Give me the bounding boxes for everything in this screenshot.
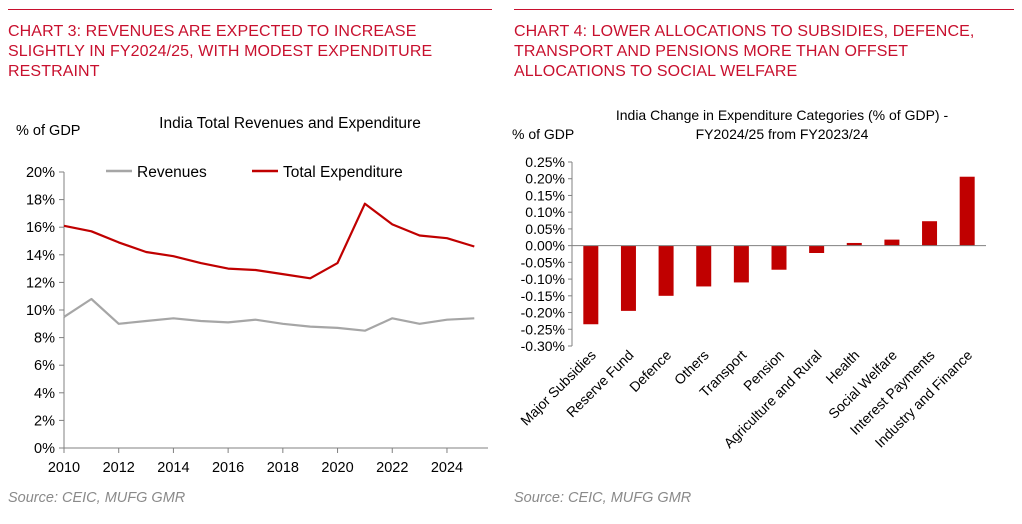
y-tick-label: 0.10% — [525, 204, 565, 220]
bar-social-welfare — [884, 239, 900, 246]
legend-label-revenues: Revenues — [137, 164, 207, 181]
y-tick-label: -0.05% — [521, 254, 565, 270]
y-tick-label: -0.25% — [521, 321, 565, 337]
chart-3-panel: CHART 3: REVENUES ARE EXPECTED TO INCREA… — [0, 0, 500, 524]
bar-health — [846, 242, 862, 246]
chart-3-heading: CHART 3: REVENUES ARE EXPECTED TO INCREA… — [8, 23, 433, 80]
y-tick-label: 16% — [26, 220, 55, 236]
top-rule — [514, 9, 1014, 10]
expenditure-change-bar-chart: India Change in Expenditure Categories (… — [512, 107, 986, 451]
category-label: Defence — [626, 347, 674, 395]
y-tick-label: 8% — [34, 331, 55, 347]
y-tick-label: 2% — [34, 413, 55, 429]
y-tick-label: 12% — [26, 275, 55, 291]
bar-others — [696, 245, 712, 287]
y-tick-label: 0.05% — [525, 221, 565, 237]
series-line-revenues — [63, 297, 475, 332]
chart-4-panel: CHART 4: LOWER ALLOCATIONS TO SUBSIDIES,… — [506, 0, 1022, 524]
bar-pension — [771, 245, 787, 270]
y-tick-label: 10% — [26, 303, 55, 319]
y-axis-label: % of GDP — [512, 126, 574, 142]
bar-agriculture-and-rural — [809, 245, 825, 253]
chart-3-source: Source: CEIC, MUFG GMR — [8, 490, 186, 506]
chart-4-source: Source: CEIC, MUFG GMR — [514, 490, 692, 506]
y-tick-label: 6% — [34, 358, 55, 374]
legend-label-total-expenditure: Total Expenditure — [283, 164, 403, 181]
x-tick-label: 2018 — [267, 460, 299, 476]
y-axis-label: % of GDP — [16, 123, 80, 139]
x-tick-label: 2012 — [103, 460, 135, 476]
x-tick-label: 2010 — [48, 460, 80, 476]
y-tick-label: 0.20% — [525, 171, 565, 187]
y-tick-label: 14% — [26, 248, 55, 264]
y-tick-label: 0.15% — [525, 187, 565, 203]
x-tick-label: 2016 — [212, 460, 244, 476]
y-tick-label: 20% — [26, 165, 55, 181]
y-tick-label: 0.00% — [525, 238, 565, 254]
x-tick-label: 2020 — [321, 460, 353, 476]
chart-title-line-1: India Change in Expenditure Categories (… — [616, 107, 949, 123]
bar-reserve-fund — [620, 245, 636, 311]
y-tick-label: -0.20% — [521, 305, 565, 321]
bar-major-subsidies — [583, 245, 599, 325]
bar-transport — [733, 245, 749, 283]
bar-interest-payments — [922, 221, 938, 246]
y-tick-label: 0.25% — [525, 154, 565, 170]
top-rule — [8, 9, 492, 10]
x-tick-label: 2014 — [157, 460, 189, 476]
x-tick-label: 2024 — [431, 460, 463, 476]
y-tick-label: 4% — [34, 386, 55, 402]
y-tick-label: 0% — [34, 441, 55, 457]
y-tick-label: 18% — [26, 193, 55, 209]
bar-industry-and-finance — [959, 176, 975, 246]
series-line-total-expenditure — [63, 202, 475, 280]
y-tick-label: -0.15% — [521, 288, 565, 304]
chart-title: India Total Revenues and Expenditure — [159, 115, 421, 132]
y-tick-label: -0.10% — [521, 271, 565, 287]
revenues-expenditure-line-chart: India Total Revenues and Expenditure % of… — [16, 115, 488, 476]
y-tick-label: -0.30% — [521, 338, 565, 354]
chart-4-heading: CHART 4: LOWER ALLOCATIONS TO SUBSIDIES,… — [514, 23, 975, 80]
bar-defence — [658, 245, 674, 296]
chart-title-line-2: FY2024/25 from FY2023/24 — [696, 126, 869, 142]
x-tick-label: 2022 — [376, 460, 408, 476]
